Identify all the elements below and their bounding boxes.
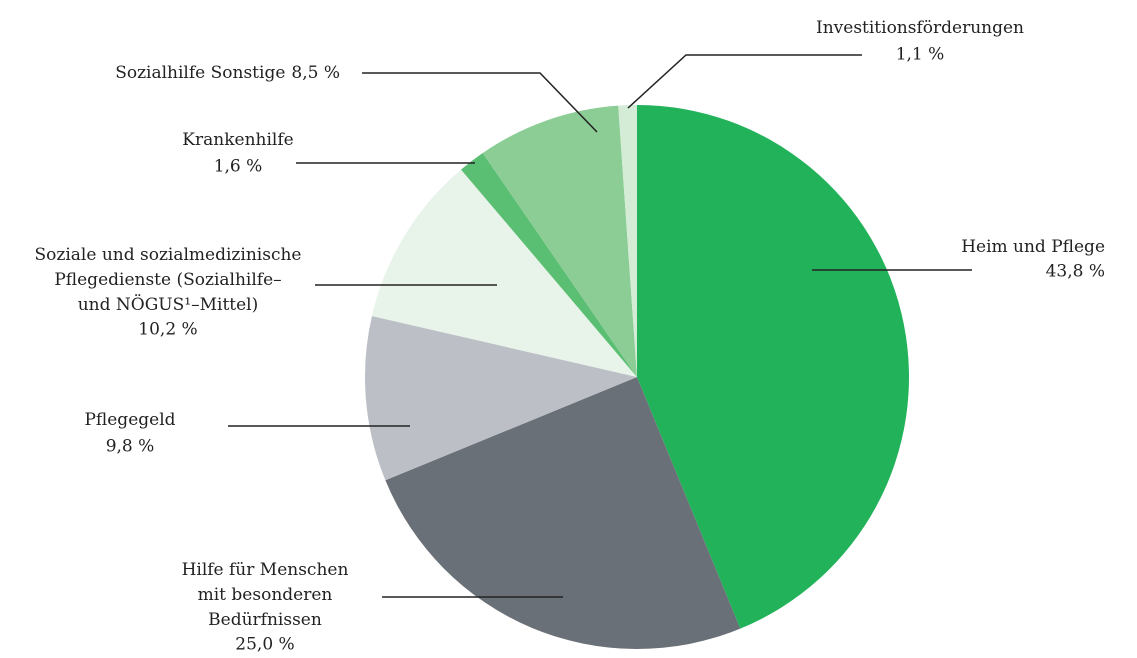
slice-label: Hilfe für Menschen mit besonderen Bedürfni…: [182, 560, 349, 655]
pie-slice: [637, 105, 909, 629]
slice-label: Krankenhilfe 1,6 %: [182, 130, 293, 177]
label-line: Krankenhilfe: [182, 130, 293, 150]
pie-slice: [364, 315, 637, 481]
slice-label: Heim und Pflege 43,8 %: [961, 237, 1105, 282]
category-name: Sozialhilfe Sonstige: [115, 63, 285, 83]
slice-label: Pflegegeld 9,8 %: [84, 410, 175, 457]
pie-slice: [461, 152, 637, 377]
label-line: Soziale und sozialmedizinische: [35, 245, 302, 265]
category-label: Hilfe für Menschen mit besonderen Bedürfni…: [182, 560, 349, 630]
value-label: 1,1 %: [896, 45, 945, 65]
value-label: 9,8 %: [106, 437, 155, 457]
pie-slice: [618, 105, 637, 377]
pie-slice: [482, 105, 637, 377]
label-line: Pflegedienste (Sozialhilfe–: [54, 270, 281, 290]
label-line: Hilfe für Menschen: [182, 560, 349, 580]
label-line: Heim und Pflege: [961, 237, 1105, 257]
category-label: Sozialhilfe Sonstige 8,5 %: [115, 63, 340, 83]
label-line: mit besonderen: [198, 585, 333, 605]
slice-label: Soziale und sozialmedizinische Pflegedien…: [35, 245, 302, 340]
pie-slice: [385, 377, 741, 649]
value-label: 43,8 %: [1046, 262, 1105, 282]
leader-line: [362, 72, 598, 133]
category-label: Pflegegeld: [84, 410, 175, 430]
slice-label: Investitionsförderungen 1,1 %: [816, 18, 1024, 65]
slice-label: Sozialhilfe Sonstige 8,5 %: [115, 63, 340, 83]
value-label: 1,6 %: [214, 157, 263, 177]
label-line: Pflegegeld: [84, 410, 175, 430]
category-label: Krankenhilfe: [182, 130, 293, 150]
pie-slice: [371, 169, 637, 377]
category-label: Soziale und sozialmedizinische Pflegedien…: [35, 245, 302, 315]
value-label: 8,5 %: [291, 63, 340, 83]
label-line: und NÖGUS¹–Mittel): [78, 294, 259, 315]
label-line: Bedürfnissen: [208, 610, 322, 630]
category-label: Investitionsförderungen: [816, 18, 1024, 38]
value-label: 25,0 %: [235, 635, 294, 655]
value-label: 10,2 %: [138, 320, 197, 340]
leader-line: [627, 54, 862, 109]
label-line: Investitionsförderungen: [816, 18, 1024, 38]
category-label: Heim und Pflege: [961, 237, 1105, 257]
